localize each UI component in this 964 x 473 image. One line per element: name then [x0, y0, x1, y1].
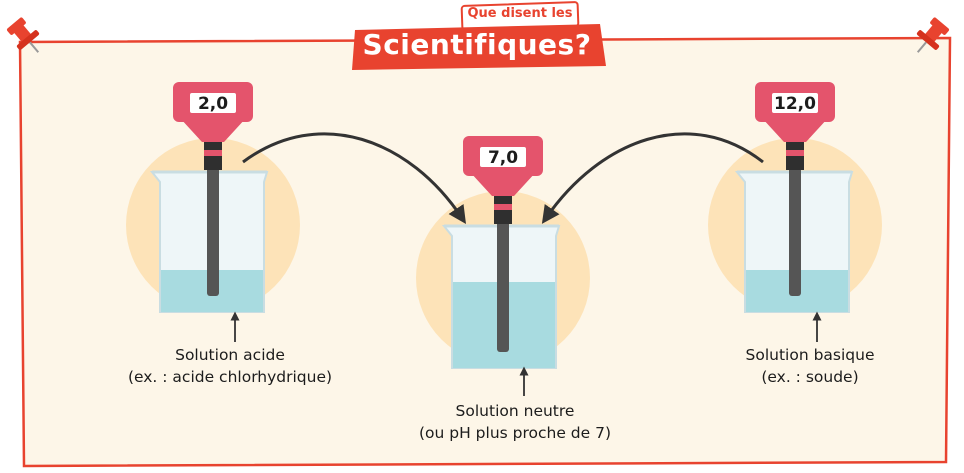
label-neutral-line1: Solution neutre: [455, 402, 575, 420]
label-basic: Solution basique (ex. : soude): [680, 344, 940, 388]
arrow-basic-to-neutral: [541, 132, 764, 224]
pushpin-icon: [7, 17, 40, 53]
probe-neutral: 7,0: [463, 136, 543, 352]
label-acid-line2: (ex. : acide chlorhydrique): [127, 368, 333, 386]
pushpin-icon: [916, 17, 949, 53]
probe-reading-neutral: 7,0: [488, 148, 518, 168]
label-basic-line1: Solution basique: [745, 346, 875, 364]
label-acid: Solution acide (ex. : acide chlorhydriqu…: [90, 344, 370, 388]
label-neutral-line2: (ou pH plus proche de 7): [418, 424, 612, 442]
header-title: Scientifiques?: [362, 28, 592, 61]
arrow-acid-to-neutral: [242, 132, 466, 224]
header-banner: [352, 1, 606, 70]
probe-acid: 2,0: [173, 82, 253, 296]
header-small-text: Que disent les: [467, 6, 573, 21]
probe-reading-basic: 12,0: [774, 94, 816, 114]
label-neutral: Solution neutre (ou pH plus proche de 7): [380, 400, 650, 444]
probe-reading-acid: 2,0: [198, 94, 228, 114]
label-acid-line1: Solution acide: [175, 346, 285, 364]
probe-basic: 12,0: [755, 82, 835, 296]
label-basic-line2: (ex. : soude): [761, 368, 859, 386]
